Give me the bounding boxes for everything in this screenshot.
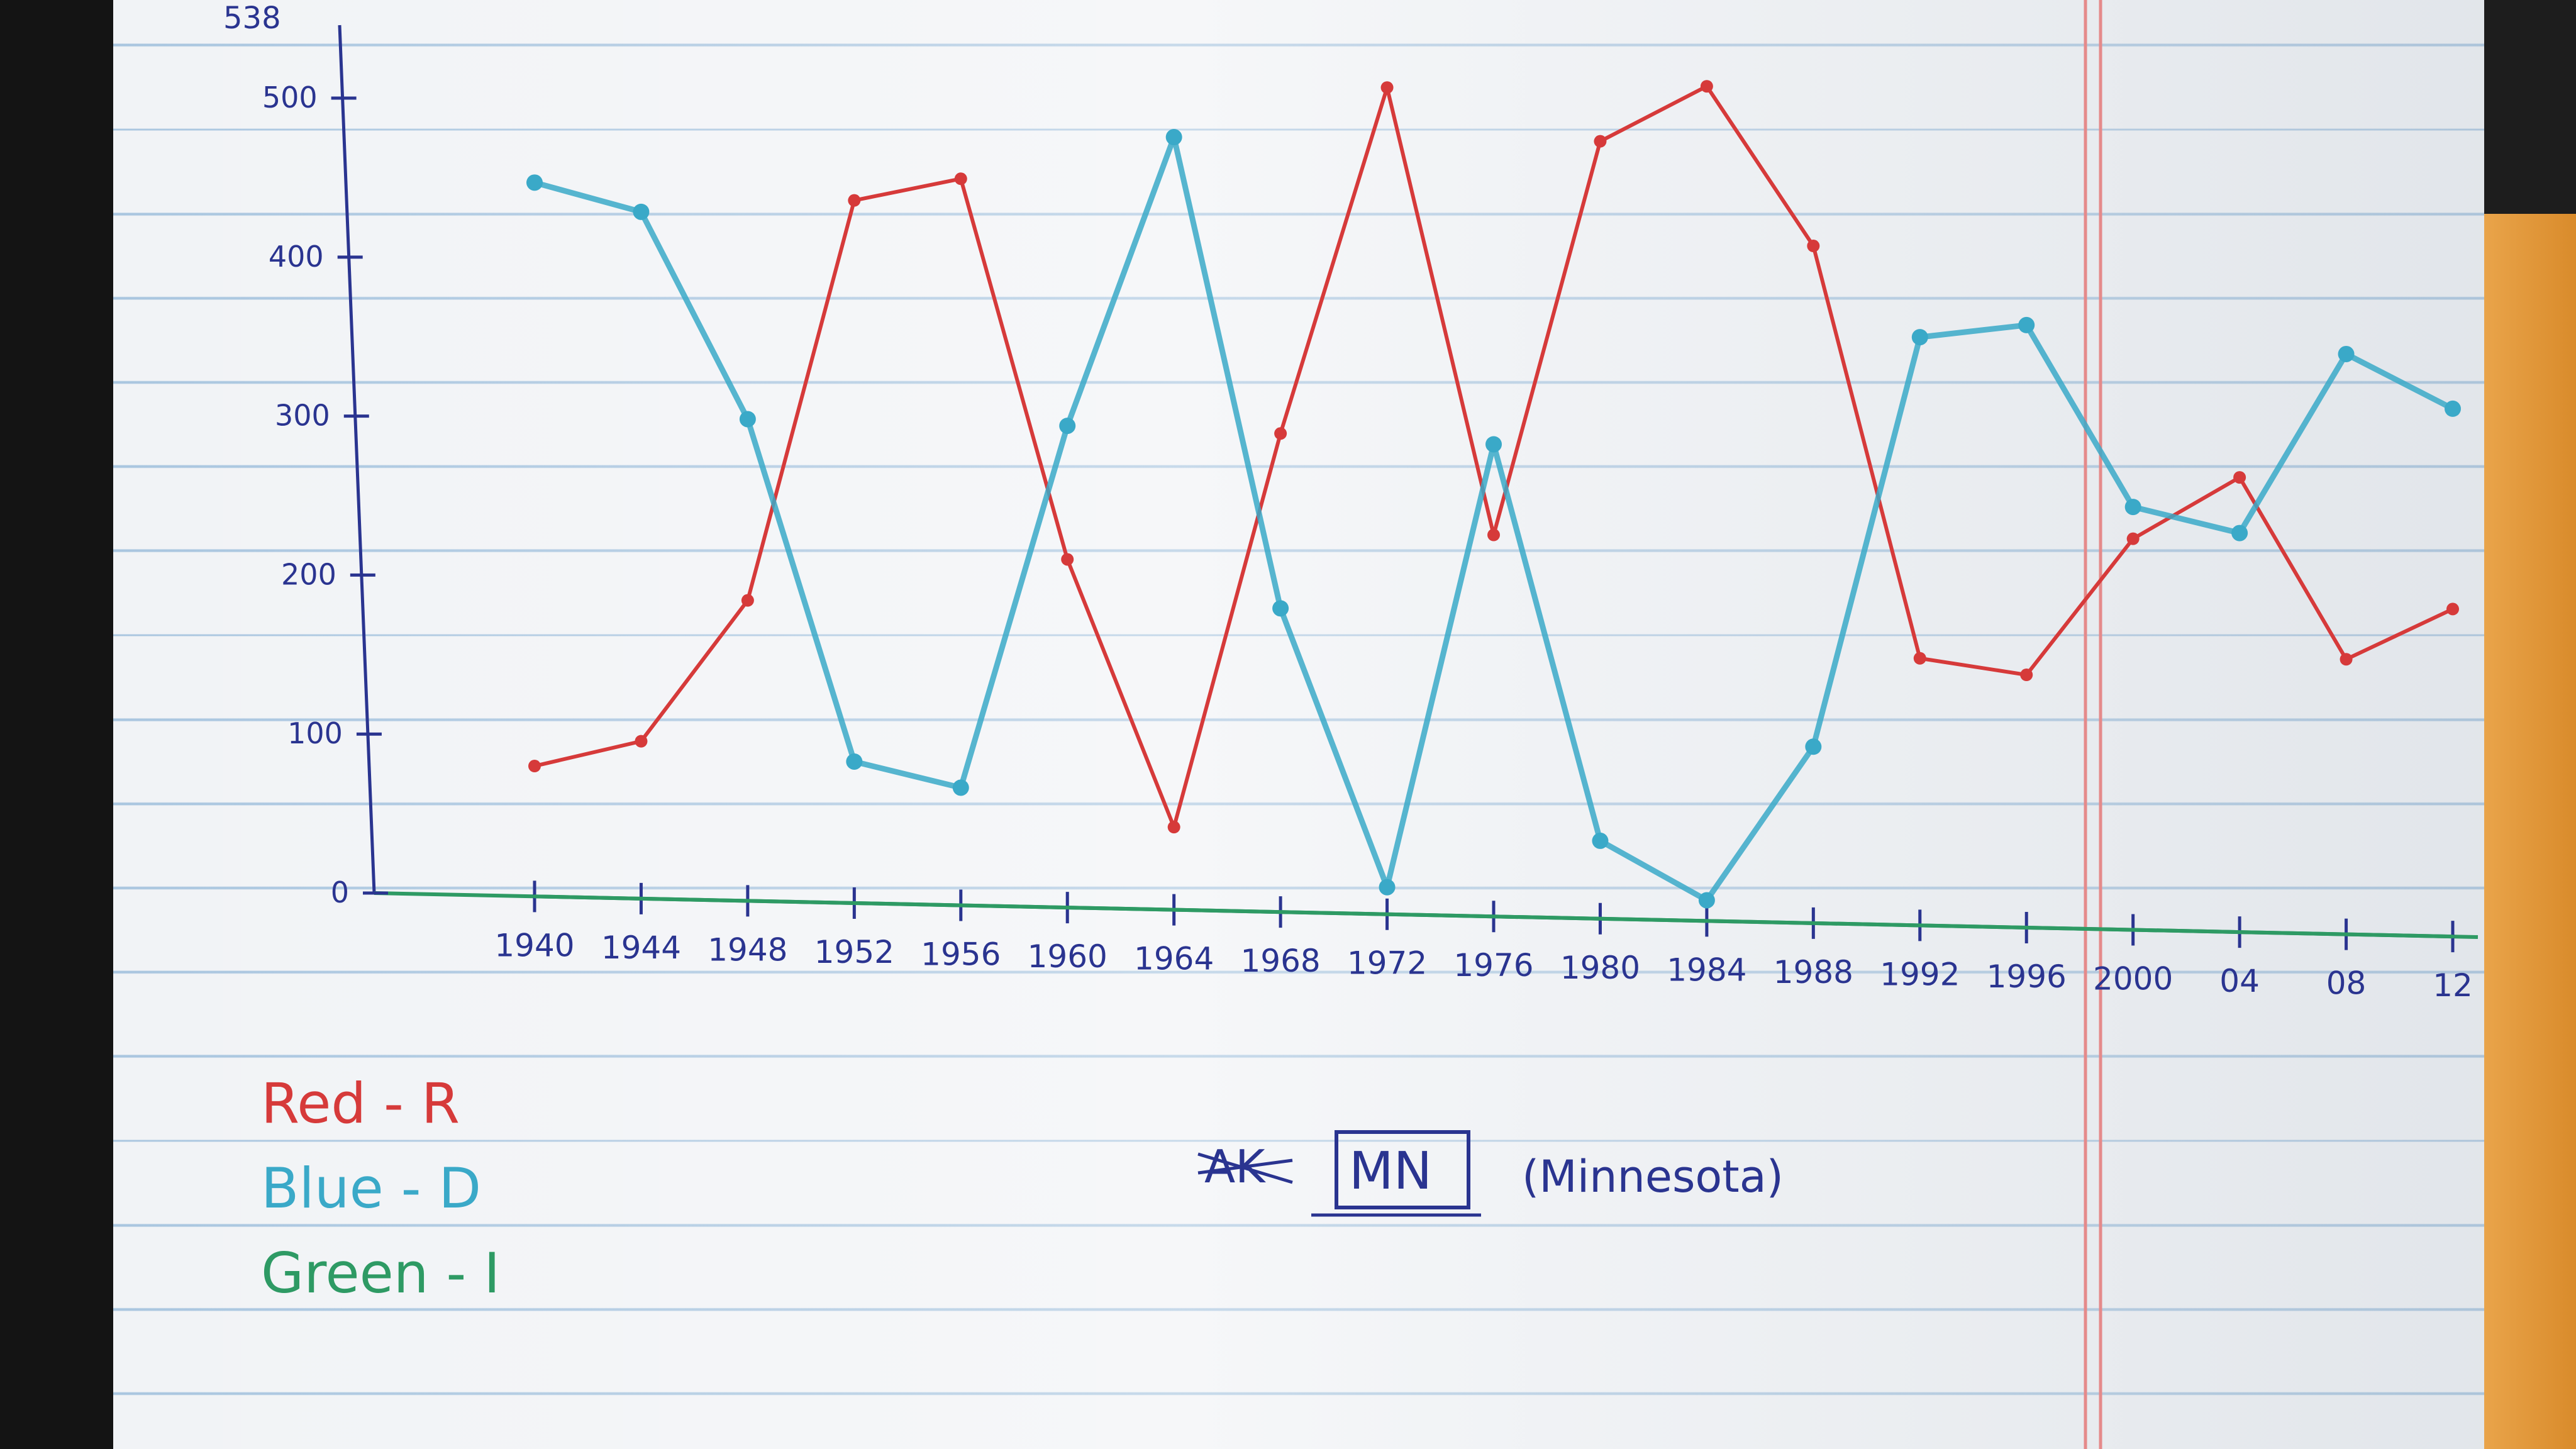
x-tick-label: 1940 — [494, 927, 574, 963]
series-line-I — [533, 894, 2455, 939]
data-point-D — [1911, 329, 1928, 346]
data-point-D — [526, 174, 543, 191]
data-point-D — [1485, 436, 1502, 453]
x-tick-label: 1948 — [708, 931, 787, 968]
data-point-D — [739, 411, 756, 428]
data-point-D — [1805, 738, 1822, 755]
x-tick-label: 1952 — [814, 934, 894, 970]
x-tick-label: 1996 — [1987, 958, 2067, 995]
data-point-R — [1487, 528, 1500, 541]
x-tick-label: 1968 — [1240, 943, 1320, 979]
x-tick-label: 1964 — [1134, 941, 1214, 977]
data-point-R — [1913, 652, 1926, 665]
data-point-R — [2233, 471, 2246, 484]
data-point-R — [1594, 135, 1607, 148]
data-point-D — [2231, 525, 2248, 541]
dark-background — [2484, 0, 2576, 214]
x-tick-label: 1960 — [1028, 938, 1108, 975]
data-point-D — [1272, 600, 1289, 617]
x-tick-label: 1984 — [1667, 952, 1746, 988]
data-point-D — [1379, 879, 1396, 896]
data-point-R — [2126, 532, 2140, 545]
strike-mark — [1197, 1158, 1293, 1175]
state-box — [1335, 1130, 1470, 1209]
x-tick-label: 1956 — [921, 936, 1001, 973]
y-axis-top-label: 538 — [223, 1, 281, 36]
x-tick-label: 1976 — [1453, 947, 1533, 984]
data-point-D — [2124, 499, 2141, 516]
y-tick-label: 500 — [262, 80, 318, 114]
y-tick-label: 400 — [269, 240, 324, 274]
data-point-R — [2340, 653, 2353, 666]
data-point-R — [1274, 427, 1287, 440]
data-point-R — [848, 194, 861, 207]
x-tick-label: 2000 — [2093, 961, 2173, 997]
data-point-D — [1059, 418, 1076, 435]
data-point-R — [2446, 602, 2459, 616]
y-tick-label: 0 — [331, 875, 349, 909]
state-code: MN — [1349, 1141, 1432, 1201]
y-tick-label: 100 — [287, 716, 343, 750]
series-line-R — [533, 84, 2455, 830]
x-tick-label: 04 — [2219, 963, 2260, 999]
data-point-D — [846, 753, 863, 770]
state-name: (Minnesota) — [1522, 1151, 1784, 1202]
x-tick-label: 08 — [2326, 965, 2367, 1002]
data-point-R — [1700, 80, 1713, 93]
data-point-R — [1807, 240, 1820, 253]
data-point-D — [2338, 345, 2355, 362]
data-point-D — [1165, 129, 1182, 146]
x-tick-label: 1992 — [1880, 956, 1960, 992]
data-point-D — [952, 779, 969, 796]
x-tick-label: 1988 — [1774, 954, 1853, 991]
data-point-D — [2018, 316, 2035, 333]
legend-entry: Green - I — [261, 1241, 500, 1306]
y-tick-label: 200 — [281, 557, 336, 591]
y-tick-label: 300 — [275, 399, 330, 433]
data-point-R — [528, 760, 541, 773]
x-tick-label: 1972 — [1347, 945, 1427, 982]
x-tick-label: 1944 — [601, 930, 681, 966]
folder-edge — [2484, 214, 2576, 1449]
x-tick-label: 12 — [2433, 967, 2473, 1004]
data-point-R — [1061, 553, 1074, 566]
data-point-D — [2445, 400, 2461, 417]
data-point-R — [1167, 821, 1180, 834]
x-tick-label: 1980 — [1560, 950, 1640, 986]
data-point-R — [954, 172, 967, 186]
data-point-R — [635, 735, 648, 748]
legend-entry: Blue - D — [261, 1156, 481, 1221]
data-point-D — [633, 203, 650, 220]
data-point-R — [2020, 669, 2033, 682]
data-point-D — [1592, 832, 1609, 849]
legend-entry: Red - R — [261, 1071, 460, 1136]
data-point-R — [741, 594, 754, 607]
data-point-D — [1698, 892, 1715, 909]
y-axis — [338, 25, 376, 894]
data-point-R — [1380, 81, 1394, 94]
notebook-paper — [113, 0, 2484, 1449]
